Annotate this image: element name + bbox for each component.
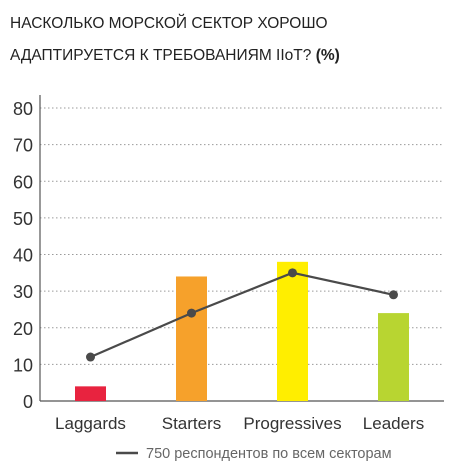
y-axis-ticks: 0 10 20 30 40 50 60 70 80 (13, 99, 33, 412)
line-series (86, 268, 398, 362)
x-label-leaders: Leaders (363, 414, 424, 433)
y-tick-label-50: 50 (13, 209, 33, 229)
x-label-starters: Starters (162, 414, 222, 433)
bar-leaders (378, 313, 409, 401)
trend-point-starters (187, 308, 196, 318)
y-tick-label-80: 80 (13, 99, 33, 119)
legend: 750 респондентов по всем секторам (116, 446, 392, 462)
y-tick-label-40: 40 (13, 246, 33, 266)
bar-starters (176, 276, 207, 401)
title-line-2: АДАПТИРУЕТСЯ К ТРЕБОВАНИЯМ IIoT? (10, 47, 312, 64)
title-unit: (%) (315, 47, 340, 64)
y-tick-label-10: 10 (13, 355, 33, 375)
bar-progressives (277, 261, 308, 401)
bar-laggards (75, 386, 106, 401)
trend-point-progressives (288, 268, 297, 278)
trend-point-laggards (86, 352, 95, 362)
bars (75, 261, 409, 401)
y-tick-label-20: 20 (13, 319, 33, 339)
y-tick-label-70: 70 (13, 136, 33, 156)
chart-title: НАСКОЛЬКО МОРСКОЙ СЕКТОР ХОРОШО АДАПТИРУЕ… (10, 8, 460, 72)
y-tick-label-60: 60 (13, 172, 33, 192)
title-line-1: НАСКОЛЬКО МОРСКОЙ СЕКТОР ХОРОШО (10, 15, 328, 32)
x-label-laggards: Laggards (55, 414, 126, 433)
trend-point-leaders (389, 290, 398, 300)
x-axis-labels: Laggards Starters Progressives Leaders (55, 414, 424, 433)
x-label-progressives: Progressives (243, 414, 341, 433)
y-tick-label-0: 0 (23, 392, 33, 412)
y-tick-label-30: 30 (13, 282, 33, 302)
legend-label: 750 респондентов по всем секторам (146, 446, 392, 462)
trend-line (90, 271, 394, 359)
